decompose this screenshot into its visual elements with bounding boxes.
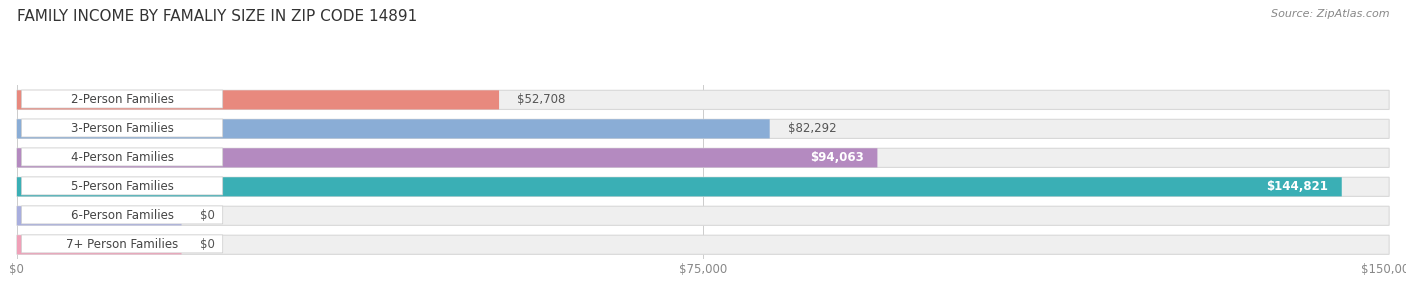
Text: $82,292: $82,292 <box>787 122 837 135</box>
Text: FAMILY INCOME BY FAMALIY SIZE IN ZIP CODE 14891: FAMILY INCOME BY FAMALIY SIZE IN ZIP COD… <box>17 9 418 24</box>
FancyBboxPatch shape <box>17 148 877 167</box>
FancyBboxPatch shape <box>17 90 1389 109</box>
FancyBboxPatch shape <box>17 119 769 138</box>
FancyBboxPatch shape <box>17 148 1389 167</box>
Text: $0: $0 <box>200 238 215 251</box>
FancyBboxPatch shape <box>21 90 222 108</box>
FancyBboxPatch shape <box>21 206 222 224</box>
FancyBboxPatch shape <box>17 206 181 225</box>
Text: $0: $0 <box>200 209 215 222</box>
Text: $94,063: $94,063 <box>810 151 863 164</box>
Text: 5-Person Families: 5-Person Families <box>70 180 173 193</box>
FancyBboxPatch shape <box>17 235 1389 254</box>
Text: 4-Person Families: 4-Person Families <box>70 151 173 164</box>
Text: 3-Person Families: 3-Person Families <box>70 122 173 135</box>
FancyBboxPatch shape <box>17 90 499 109</box>
Text: $52,708: $52,708 <box>517 93 565 106</box>
Text: $144,821: $144,821 <box>1267 180 1329 193</box>
Text: 7+ Person Families: 7+ Person Families <box>66 238 179 251</box>
FancyBboxPatch shape <box>17 177 1341 196</box>
Text: Source: ZipAtlas.com: Source: ZipAtlas.com <box>1271 9 1389 19</box>
FancyBboxPatch shape <box>17 206 1389 225</box>
FancyBboxPatch shape <box>17 177 1389 196</box>
FancyBboxPatch shape <box>21 235 222 253</box>
FancyBboxPatch shape <box>17 119 1389 138</box>
Text: 6-Person Families: 6-Person Families <box>70 209 173 222</box>
FancyBboxPatch shape <box>21 177 222 195</box>
FancyBboxPatch shape <box>17 235 181 254</box>
FancyBboxPatch shape <box>21 148 222 166</box>
Text: 2-Person Families: 2-Person Families <box>70 93 173 106</box>
FancyBboxPatch shape <box>21 119 222 137</box>
